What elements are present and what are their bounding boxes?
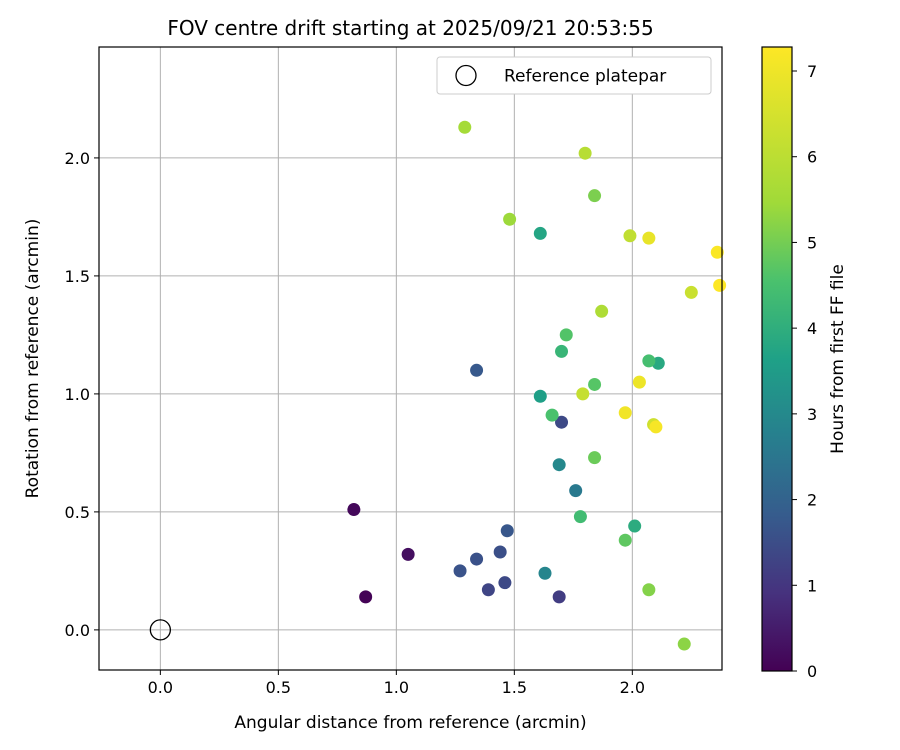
colorbar-gradient <box>761 46 793 672</box>
data-point <box>503 212 517 226</box>
y-axis-ticks: 0.0 0.5 1.0 1.5 2.0 <box>65 149 99 640</box>
data-point <box>595 304 609 318</box>
x-tick-label: 1.5 <box>502 678 527 697</box>
data-point <box>632 375 646 389</box>
data-point <box>552 590 566 604</box>
x-tick-label: 0.5 <box>266 678 291 697</box>
reference-point <box>149 619 172 641</box>
data-point <box>453 564 467 578</box>
data-point <box>588 189 602 203</box>
data-point <box>359 590 373 604</box>
data-point <box>588 451 602 465</box>
points-layer <box>347 120 727 651</box>
colorbar-tick-label: 4 <box>807 319 817 338</box>
data-point <box>642 354 656 368</box>
data-point <box>588 377 602 391</box>
data-point <box>493 545 507 559</box>
colorbar-tick-label: 0 <box>807 662 817 681</box>
legend-box <box>436 56 712 95</box>
data-point <box>538 566 552 580</box>
data-point <box>555 415 569 429</box>
data-point <box>684 285 698 299</box>
y-tick-label: 1.5 <box>65 267 90 286</box>
colorbar-tick-label: 3 <box>807 405 817 424</box>
data-point <box>500 524 514 538</box>
colorbar-label: Hours from first FF file <box>828 264 848 454</box>
y-tick-label: 2.0 <box>65 149 90 168</box>
x-tick-label: 2.0 <box>620 678 645 697</box>
data-point <box>545 408 559 422</box>
y-axis-label: Rotation from reference (arcmin) <box>23 219 43 499</box>
data-point <box>710 245 724 259</box>
reference-layer <box>149 619 172 641</box>
y-tick-label: 1.0 <box>65 385 90 404</box>
data-point <box>347 503 361 517</box>
data-point <box>677 637 691 651</box>
data-point <box>578 146 592 160</box>
data-point <box>628 519 642 533</box>
data-point <box>555 344 569 358</box>
data-point <box>618 533 632 547</box>
colorbar-tick-label: 6 <box>807 148 817 167</box>
legend-label: Reference platepar <box>504 67 666 87</box>
chart-title: FOV centre drift starting at 2025/09/21 … <box>167 16 653 40</box>
colorbar-tick-label: 1 <box>807 576 817 595</box>
x-tick-label: 1.0 <box>384 678 409 697</box>
colorbar: 0 1 2 3 4 5 6 7 Hours from first FF file <box>761 46 848 681</box>
colorbar-ticks: 0 1 2 3 4 5 6 7 <box>792 62 817 681</box>
y-tick-label: 0.0 <box>65 621 90 640</box>
data-point <box>618 406 632 420</box>
data-point <box>642 231 656 245</box>
data-point <box>623 229 637 243</box>
colorbar-tick-label: 7 <box>807 62 817 81</box>
grid-layer <box>99 47 722 670</box>
data-point <box>713 278 727 292</box>
data-point <box>533 226 547 240</box>
data-point <box>569 484 583 498</box>
data-point <box>576 387 590 401</box>
x-axis-label: Angular distance from reference (arcmin) <box>234 713 586 733</box>
y-tick-label: 0.5 <box>65 503 90 522</box>
x-tick-label: 0.0 <box>148 678 173 697</box>
data-point <box>559 328 573 342</box>
data-point <box>481 583 495 597</box>
data-point <box>642 583 656 597</box>
data-point <box>649 420 663 434</box>
colorbar-tick-label: 2 <box>807 491 817 510</box>
data-point <box>470 552 484 566</box>
data-point <box>498 576 512 590</box>
data-point <box>552 458 566 472</box>
data-point <box>470 363 484 377</box>
legend: Reference platepar <box>436 56 712 95</box>
legend-marker-icon <box>455 64 477 87</box>
plot-frame <box>98 46 723 671</box>
data-point <box>533 389 547 403</box>
data-point <box>458 120 472 134</box>
data-point <box>401 547 415 561</box>
x-axis-ticks: 0.0 0.5 1.0 1.5 2.0 <box>148 670 645 697</box>
data-point <box>573 510 587 524</box>
colorbar-tick-label: 5 <box>807 233 817 252</box>
